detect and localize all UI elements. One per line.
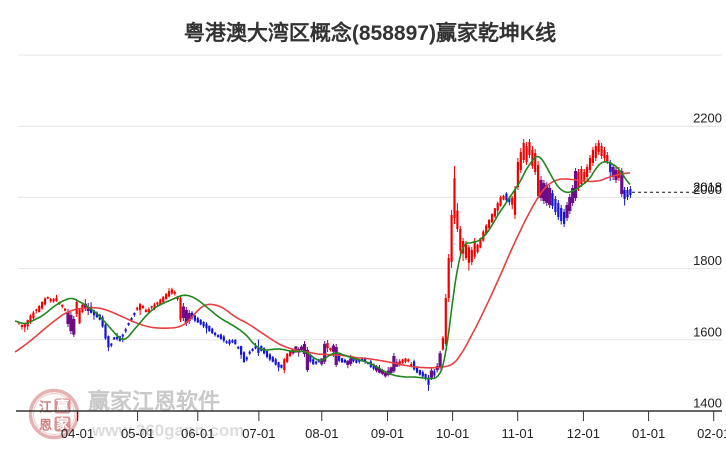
svg-text:www.360gann.com: www.360gann.com [91,421,244,440]
svg-text:08-01: 08-01 [305,426,338,441]
svg-text:01-01: 01-01 [632,426,665,441]
svg-text:2000: 2000 [693,182,722,197]
svg-text:1800: 1800 [693,253,722,268]
svg-text:02-01: 02-01 [697,426,726,441]
svg-text:11-01: 11-01 [502,426,534,441]
svg-text:1600: 1600 [693,324,722,339]
svg-text:恩: 恩 [39,418,52,433]
svg-text:10-01: 10-01 [436,426,469,441]
svg-text:赢: 赢 [56,399,69,414]
svg-text:07-01: 07-01 [242,426,275,441]
svg-text:家: 家 [56,417,70,432]
svg-text:05-01: 05-01 [121,426,154,441]
svg-text:1400: 1400 [693,396,722,411]
svg-text:2018: 2018 [693,180,722,195]
svg-text:04-01: 04-01 [61,426,94,441]
svg-text:赢家江恩软件: 赢家江恩软件 [88,389,220,414]
svg-text:12-01: 12-01 [567,426,600,441]
svg-text:06-01: 06-01 [181,426,214,441]
svg-text:江: 江 [39,400,52,415]
svg-text:09-01: 09-01 [371,426,404,441]
svg-text:2200: 2200 [693,111,722,126]
